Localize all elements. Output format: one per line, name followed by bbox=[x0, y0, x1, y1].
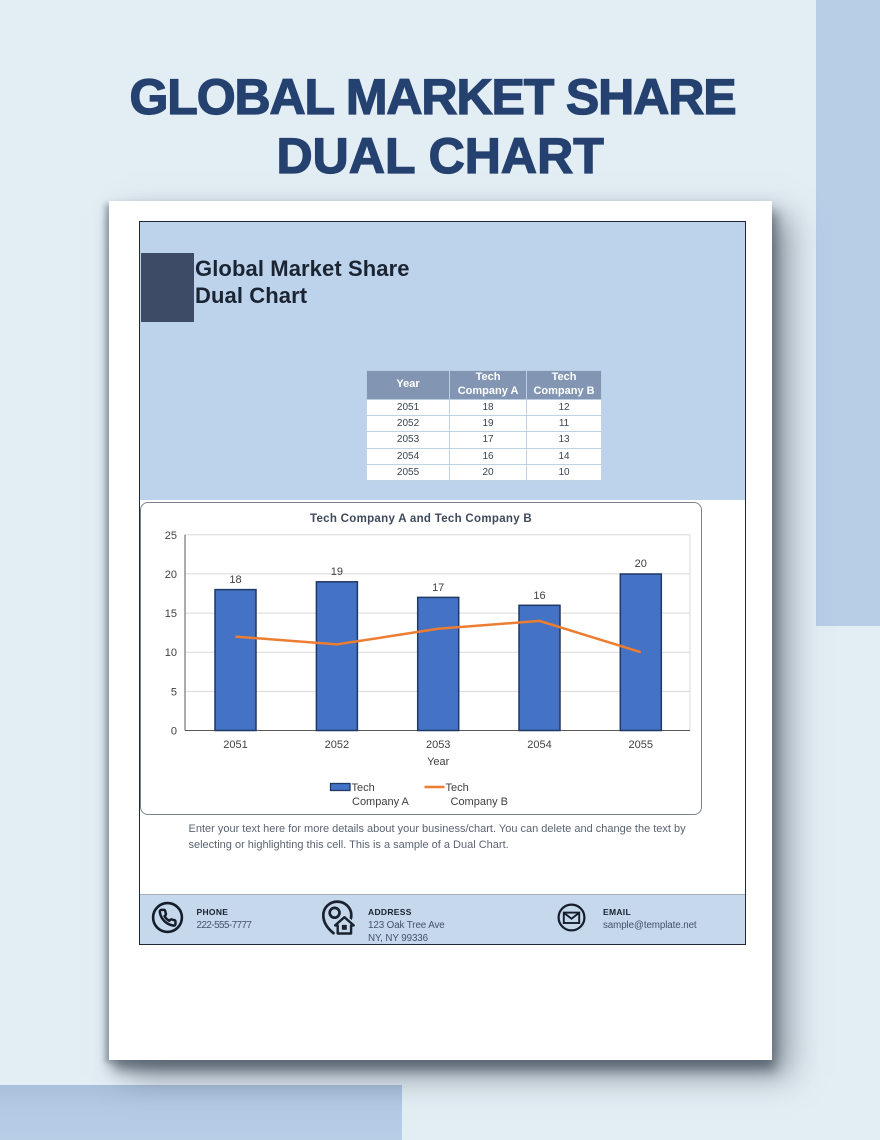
svg-text:25: 25 bbox=[165, 530, 177, 542]
svg-text:20: 20 bbox=[165, 569, 177, 581]
svg-text:2053: 2053 bbox=[426, 739, 450, 751]
svg-text:Company B: Company B bbox=[451, 796, 508, 808]
svg-text:19: 19 bbox=[331, 566, 343, 578]
svg-text:2052: 2052 bbox=[325, 739, 349, 751]
svg-text:Tech Company A and Tech Compan: Tech Company A and Tech Company B bbox=[310, 513, 532, 525]
svg-text:15: 15 bbox=[165, 608, 177, 620]
svg-text:Company A: Company A bbox=[352, 796, 410, 808]
svg-text:2055: 2055 bbox=[629, 739, 653, 751]
svg-text:17: 17 bbox=[432, 582, 444, 594]
svg-text:5: 5 bbox=[171, 686, 177, 698]
svg-text:Year: Year bbox=[427, 756, 450, 768]
svg-text:20: 20 bbox=[635, 558, 647, 570]
svg-text:Tech: Tech bbox=[446, 782, 469, 794]
svg-text:Tech: Tech bbox=[352, 782, 375, 794]
svg-text:18: 18 bbox=[229, 574, 241, 586]
svg-text:16: 16 bbox=[533, 590, 545, 602]
svg-text:0: 0 bbox=[171, 726, 177, 738]
svg-text:10: 10 bbox=[165, 647, 177, 659]
svg-text:2054: 2054 bbox=[527, 739, 551, 751]
svg-text:2051: 2051 bbox=[223, 739, 247, 751]
